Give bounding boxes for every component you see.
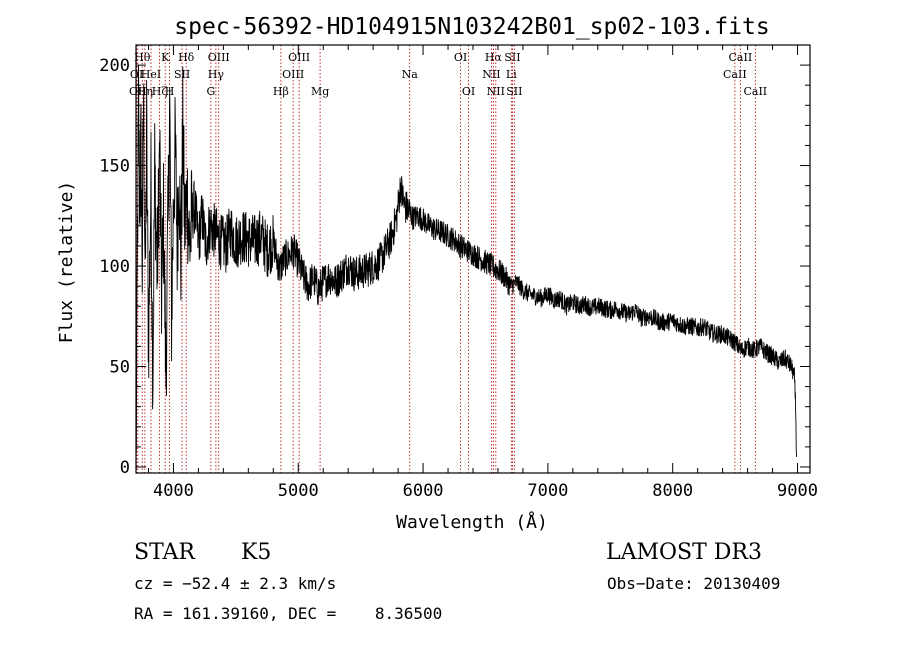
spectral-line-label: Hδ [178, 51, 195, 64]
x-tick-label: 9000 [777, 481, 818, 501]
spectral-line-label: SII [504, 51, 520, 64]
subclass-label: K5 [241, 540, 272, 565]
class-label: STAR [134, 540, 195, 565]
y-tick-label: 150 [99, 157, 130, 177]
y-axis-label: Flux (relative) [56, 181, 77, 344]
y-tick-label: 100 [99, 257, 130, 277]
chart-title: spec-56392-HD104915N103242B01_sp02-103.f… [174, 14, 769, 40]
spectral-line-label: Hγ [208, 68, 225, 81]
spectral-line-label: K [161, 51, 170, 64]
spectral-line-label: Na [402, 68, 419, 81]
spectral-line-label: OIII [208, 51, 230, 64]
spectral-line-label: Hη [137, 85, 153, 98]
spectral-line-label: Hβ [273, 85, 289, 98]
x-tick-label: 7000 [527, 481, 568, 501]
flux-series [135, 65, 797, 457]
spectrum-chart: spec-56392-HD104915N103242B01_sp02-103.f… [56, 14, 818, 533]
spectral-line-label: HeI [141, 68, 161, 81]
spectral-line-label: NII [482, 68, 500, 81]
spectral-line-label: Li [506, 68, 517, 81]
spectral-line-label: SII [506, 85, 522, 98]
x-axis-label: Wavelength (Å) [396, 511, 548, 533]
axis-ticks: 4000 5000 6000 7000 8000 9000 0 50 100 150 200 [99, 45, 818, 501]
spectral-line-label: SII [174, 68, 190, 81]
spectral-line-label: OIII [282, 68, 304, 81]
x-tick-label: 4000 [153, 481, 194, 501]
y-tick-label: 200 [99, 56, 130, 76]
survey-label: LAMOST DR3 [606, 540, 762, 565]
spectral-line-label: OIII [288, 51, 310, 64]
spectral-line-label: CaII [729, 51, 753, 64]
x-tick-label: 6000 [403, 481, 444, 501]
spectral-line-label: Hα [485, 51, 503, 64]
spectral-line-label: G [206, 85, 215, 98]
cz-readout: cz = −52.4 ± 2.3 km/s [134, 574, 337, 593]
x-tick-label: 5000 [278, 481, 319, 501]
obs-date: Obs−Date: 20130409 [607, 574, 781, 593]
spectral-line-label: NII [487, 85, 505, 98]
spectral-line-label: Mg [311, 85, 329, 98]
spectral-line-label: OI [130, 68, 143, 81]
x-tick-label: 8000 [652, 481, 693, 501]
spectral-line-label: OI [462, 85, 475, 98]
spectral-line-label: Hθ [134, 51, 151, 64]
y-tick-label: 0 [120, 458, 130, 478]
coordinates: RA = 161.39160, DEC = 8.36500 [134, 604, 443, 623]
spectral-line-label: CaII [743, 85, 767, 98]
spectral-line-label: Hζ [152, 85, 168, 98]
flux-line [135, 65, 797, 457]
spectral-lines: OIOIIHθHηHeIHζKHSIIHδGHγOIIIHβOIIIOIIIMg… [129, 45, 767, 473]
spectral-line-label: OI [454, 51, 467, 64]
spectral-line-label: CaII [723, 68, 747, 81]
y-tick-label: 50 [110, 358, 130, 378]
